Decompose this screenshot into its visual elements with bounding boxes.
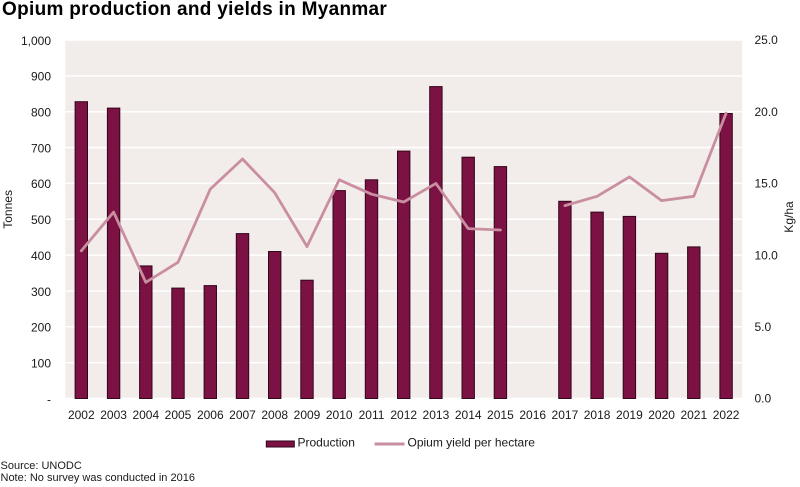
svg-text:2006: 2006 [197,408,224,422]
svg-text:2015: 2015 [487,408,514,422]
svg-text:2022: 2022 [713,408,740,422]
svg-text:2005: 2005 [165,408,192,422]
svg-text:2004: 2004 [132,408,159,422]
svg-text:2007: 2007 [229,408,256,422]
svg-text:2019: 2019 [616,408,643,422]
svg-text:Opium yield per hectare: Opium yield per hectare [408,436,536,450]
svg-text:2021: 2021 [680,408,707,422]
svg-text:2009: 2009 [294,408,321,422]
svg-text:25.0: 25.0 [755,33,779,47]
svg-text:2003: 2003 [100,408,127,422]
svg-text:800: 800 [31,106,51,120]
svg-text:300: 300 [31,285,51,299]
svg-text:2016: 2016 [519,408,546,422]
svg-text:600: 600 [31,177,51,191]
svg-text:2020: 2020 [648,408,675,422]
svg-text:900: 900 [31,70,51,84]
svg-text:200: 200 [31,321,51,335]
svg-text:2011: 2011 [359,408,385,422]
svg-text:-: - [47,392,51,406]
svg-text:700: 700 [31,141,51,155]
svg-text:2010: 2010 [326,408,353,422]
svg-text:500: 500 [31,213,51,227]
svg-text:2014: 2014 [455,408,482,422]
svg-text:2008: 2008 [261,408,288,422]
svg-text:100: 100 [31,356,51,370]
svg-text:20.0: 20.0 [755,105,779,119]
svg-text:2018: 2018 [584,408,611,422]
svg-text:Tonnes: Tonnes [1,190,15,229]
svg-text:15.0: 15.0 [755,177,779,191]
svg-text:400: 400 [31,249,51,263]
svg-text:2013: 2013 [423,408,450,422]
svg-text:5.0: 5.0 [755,320,772,334]
svg-text:2002: 2002 [68,408,95,422]
svg-text:1,000: 1,000 [21,34,51,48]
svg-text:Production: Production [298,436,355,450]
svg-text:10.0: 10.0 [755,248,779,262]
svg-text:Kg/ha: Kg/ha [782,201,796,233]
svg-text:2012: 2012 [390,408,417,422]
svg-text:0.0: 0.0 [755,392,772,406]
svg-text:2017: 2017 [552,408,579,422]
